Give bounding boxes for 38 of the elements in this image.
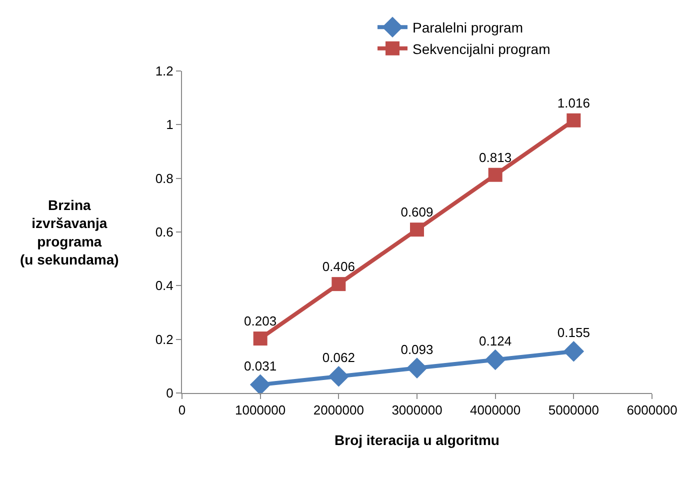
data-label: 0.406 bbox=[322, 259, 355, 274]
point bbox=[250, 374, 271, 396]
y-tick-label: 1.2 bbox=[155, 64, 174, 79]
x-tick-label: 2000000 bbox=[313, 402, 364, 418]
data-label: 0.813 bbox=[479, 150, 512, 165]
y-tick-label: 1 bbox=[166, 117, 174, 132]
data-label: 0.093 bbox=[400, 342, 434, 357]
point bbox=[563, 341, 584, 362]
y-tick-label: 0 bbox=[166, 386, 174, 401]
x-tick-label: 6000000 bbox=[626, 402, 678, 418]
x-tick-label: 3000000 bbox=[392, 402, 442, 418]
data-label: 0.609 bbox=[400, 204, 434, 220]
x-axis-title: Broj iteracija u algoritmu bbox=[334, 432, 500, 448]
x-tick-label: 0 bbox=[178, 402, 186, 418]
data-label: 0.031 bbox=[244, 358, 277, 374]
point bbox=[410, 222, 424, 237]
data-label: 0.155 bbox=[557, 325, 590, 340]
point bbox=[328, 366, 350, 387]
point bbox=[406, 358, 428, 378]
point bbox=[253, 332, 268, 346]
x-tick-label: 5000000 bbox=[548, 402, 599, 418]
legend-label: Paralelni program bbox=[412, 20, 523, 36]
data-label: 0.124 bbox=[479, 333, 512, 348]
y-axis-title: Brzina izvršavanja programa (u sekundama) bbox=[20, 197, 119, 268]
data-label: 0.062 bbox=[322, 350, 355, 366]
point bbox=[484, 349, 506, 370]
x-tick-label: 1000000 bbox=[235, 402, 286, 418]
y-tick-label: 0.8 bbox=[155, 170, 174, 186]
data-label: 1.016 bbox=[557, 95, 590, 110]
y-tick-label: 0.2 bbox=[155, 332, 174, 347]
point bbox=[488, 168, 502, 182]
y-tick-label: 0.4 bbox=[155, 278, 174, 294]
point bbox=[332, 277, 346, 292]
x-tick-label: 4000000 bbox=[470, 402, 521, 418]
data-label: 0.203 bbox=[244, 314, 277, 329]
legend-label: Sekvencijalni program bbox=[412, 40, 550, 57]
point bbox=[566, 113, 581, 128]
y-tick-label: 0.6 bbox=[155, 224, 174, 240]
